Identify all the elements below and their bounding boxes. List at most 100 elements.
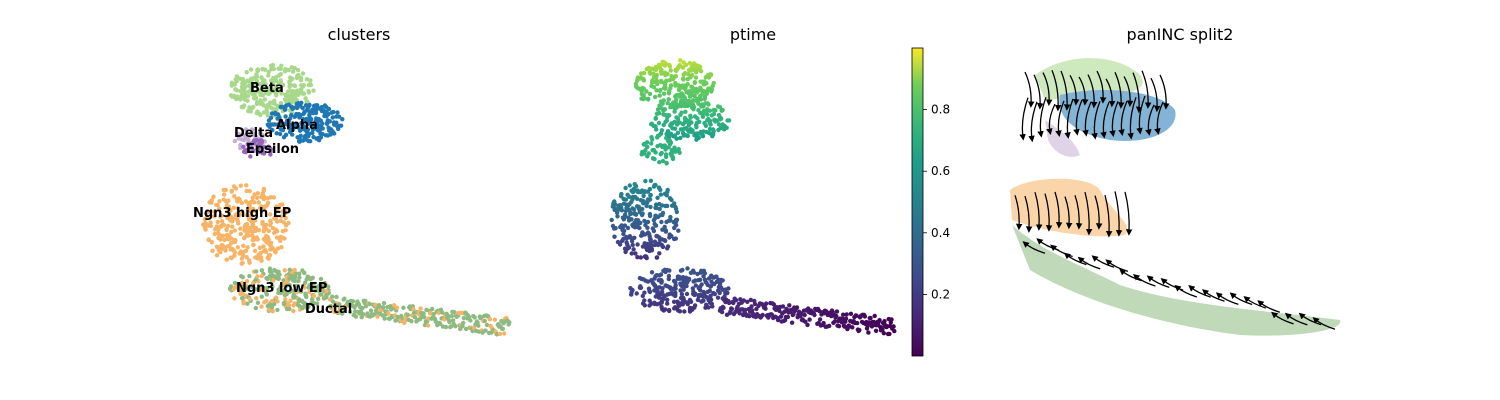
- data-point: [887, 331, 892, 337]
- data-point: [239, 280, 245, 286]
- data-point: [289, 104, 294, 109]
- data-point: [273, 249, 278, 255]
- data-point: [680, 299, 685, 305]
- data-point: [664, 78, 669, 83]
- data-point: [702, 121, 707, 126]
- data-point: [681, 60, 686, 65]
- data-point: [278, 218, 283, 223]
- streamline: [1044, 193, 1053, 232]
- data-point: [672, 145, 677, 150]
- streamline: [1051, 69, 1062, 112]
- data-point: [685, 77, 690, 82]
- data-point: [854, 313, 859, 318]
- data-point: [253, 305, 258, 311]
- data-point: [627, 183, 632, 188]
- data-point: [683, 133, 688, 138]
- streamline: [1105, 78, 1116, 108]
- data-point: [688, 299, 694, 304]
- data-point: [303, 96, 308, 101]
- data-point: [310, 285, 315, 290]
- data-point: [649, 248, 655, 253]
- data-point: [204, 215, 209, 221]
- data-point: [281, 300, 287, 306]
- data-point: [791, 312, 796, 317]
- data-point: [402, 318, 408, 324]
- data-point: [654, 78, 660, 84]
- data-point: [658, 69, 664, 74]
- data-point: [259, 273, 264, 279]
- data-point: [317, 283, 322, 288]
- data-point: [741, 298, 746, 303]
- data-point: [637, 275, 643, 281]
- data-point: [213, 227, 218, 232]
- data-point: [654, 88, 659, 93]
- clusters-scatter: [201, 62, 512, 337]
- data-point: [637, 225, 642, 231]
- data-point: [839, 320, 844, 325]
- data-point: [644, 89, 649, 94]
- data-point: [245, 142, 250, 147]
- streamline: [1091, 101, 1101, 140]
- data-point: [302, 110, 307, 115]
- data-point: [683, 83, 688, 88]
- data-point: [260, 101, 265, 106]
- data-point: [249, 90, 254, 96]
- data-point: [688, 113, 693, 119]
- data-point: [645, 219, 651, 225]
- data-point: [703, 294, 709, 299]
- data-point: [637, 210, 642, 215]
- data-point: [286, 220, 291, 226]
- data-point: [217, 206, 222, 211]
- data-point: [264, 107, 269, 112]
- data-point: [287, 89, 292, 94]
- data-point: [306, 134, 311, 139]
- data-point: [280, 82, 286, 88]
- data-point: [807, 317, 812, 322]
- streamline: [1055, 100, 1065, 137]
- data-point: [246, 202, 252, 207]
- data-point: [691, 107, 696, 112]
- data-point: [658, 213, 663, 218]
- data-point: [308, 82, 314, 88]
- data-point: [698, 69, 704, 74]
- data-point: [285, 122, 290, 127]
- data-point: [647, 197, 653, 202]
- data-point: [255, 146, 260, 151]
- data-point: [245, 245, 250, 250]
- data-point: [266, 228, 271, 234]
- data-point: [882, 319, 887, 324]
- data-point: [641, 78, 646, 83]
- data-point: [268, 222, 273, 228]
- data-point: [255, 67, 260, 73]
- data-point: [487, 317, 492, 322]
- data-point: [239, 256, 245, 261]
- data-point: [675, 119, 681, 124]
- data-point: [892, 328, 897, 334]
- data-point: [665, 297, 670, 302]
- data-point: [629, 199, 634, 205]
- data-point: [612, 207, 617, 212]
- data-point: [306, 121, 311, 126]
- data-point: [262, 78, 267, 83]
- data-point: [891, 324, 896, 329]
- data-point: [704, 302, 709, 307]
- streamline: [1150, 77, 1161, 113]
- data-point: [261, 151, 267, 156]
- data-point: [279, 214, 284, 219]
- data-point: [340, 117, 345, 122]
- data-point: [834, 309, 840, 314]
- data-point: [680, 65, 685, 70]
- data-point: [338, 123, 344, 128]
- panel-title-paninc-split2: panINC split2: [1127, 25, 1234, 44]
- data-point: [279, 91, 284, 96]
- data-point: [676, 64, 681, 69]
- cluster-label-ngn3-high-ep: Ngn3 high EP: [193, 206, 291, 221]
- data-point: [500, 326, 505, 331]
- colorbar-ticks: 0.2 0.4 0.6 0.8: [923, 103, 950, 301]
- data-point: [748, 297, 753, 303]
- data-point: [805, 322, 810, 328]
- data-point: [271, 75, 276, 81]
- data-point: [258, 112, 263, 118]
- data-point: [685, 280, 690, 285]
- data-point: [720, 126, 726, 131]
